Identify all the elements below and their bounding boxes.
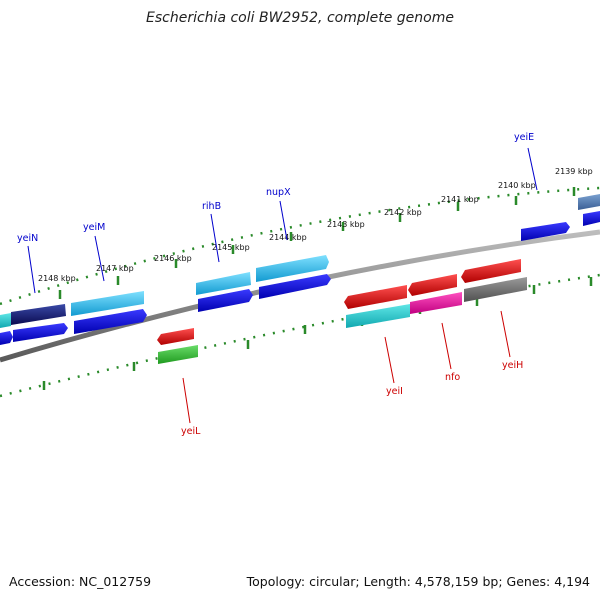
- tick-label-2147: 2147 kbp: [96, 264, 134, 273]
- gene-gray-under-yeiH[interactable]: [464, 277, 527, 302]
- gene-blue-under-yeiN[interactable]: [13, 323, 68, 342]
- tick-label-2143: 2143 kbp: [327, 220, 365, 229]
- gene-blue-under-yeiM[interactable]: [74, 309, 147, 334]
- tick-label-2146: 2146 kbp: [154, 254, 192, 263]
- gene-label-yeiL[interactable]: yeiL: [181, 426, 201, 437]
- gene-label-yeiM[interactable]: yeiM: [83, 222, 105, 233]
- gene-yeiL-arrow[interactable]: [158, 345, 198, 364]
- gene-label-nfo[interactable]: nfo: [445, 372, 460, 383]
- tick-label-2140: 2140 kbp: [498, 181, 536, 190]
- gene-label-yeiN[interactable]: yeiN: [17, 233, 38, 244]
- reverse-leader-lines: [182, 310, 511, 424]
- gene-blue-under-rihB[interactable]: [198, 289, 253, 312]
- tick-label-2142: 2142 kbp: [384, 208, 422, 217]
- gene-blue-left-edge[interactable]: [0, 331, 13, 345]
- gene-red-near-yeiL[interactable]: [157, 328, 194, 345]
- gene-teal-under-yeiI[interactable]: [346, 304, 410, 328]
- gene-yeiI-arrow[interactable]: [344, 285, 407, 309]
- major-ticks-outer: [58, 187, 576, 299]
- tick-label-2145: 2145 kbp: [212, 243, 250, 252]
- gene-yeiN-arrow[interactable]: [11, 304, 66, 325]
- major-ticks-inner: [42, 277, 593, 390]
- tick-label-2139: 2139 kbp: [555, 167, 593, 176]
- gene-nupX-arrow[interactable]: [256, 255, 329, 282]
- tick-label-2144: 2144 kbp: [269, 233, 307, 242]
- gene-rihB-arrow[interactable]: [196, 272, 251, 295]
- gene-yeiE-arrow[interactable]: [521, 222, 570, 241]
- gene-label-yeiE[interactable]: yeiE: [514, 132, 534, 143]
- genome-backbone: [0, 229, 600, 363]
- topology-text: Topology: circular; Length: 4,578,159 bp…: [246, 574, 590, 589]
- gene-yeiM-arrow[interactable]: [71, 291, 144, 316]
- forward-genes: [0, 194, 600, 345]
- gene-blue-under-nupX[interactable]: [259, 274, 331, 299]
- map-title: Escherichia coli BW2952, complete genome: [146, 10, 454, 26]
- forward-leader-lines: [27, 147, 538, 294]
- gene-label-rihB[interactable]: rihB: [202, 201, 221, 212]
- gene-magenta-under-nfo[interactable]: [410, 292, 462, 314]
- tick-label-2148: 2148 kbp: [38, 274, 76, 283]
- tick-label-2141: 2141 kbp: [441, 195, 479, 204]
- gene-cyan-left-edge[interactable]: [0, 313, 11, 328]
- gene-yeiH-arrow[interactable]: [461, 259, 521, 283]
- gene-label-yeiH[interactable]: yeiH: [502, 360, 523, 371]
- gene-label-yeiI[interactable]: yeiI: [386, 386, 403, 397]
- gene-label-nupX[interactable]: nupX: [266, 187, 291, 198]
- reverse-genes: [157, 259, 527, 364]
- outer-tick-track: [0, 186, 600, 306]
- gene-steel-arrow[interactable]: [578, 194, 600, 210]
- gene-nfo-arrow[interactable]: [408, 274, 457, 296]
- accession-text: Accession: NC_012759: [9, 574, 152, 589]
- gene-blue-arrow-right[interactable]: [583, 211, 600, 226]
